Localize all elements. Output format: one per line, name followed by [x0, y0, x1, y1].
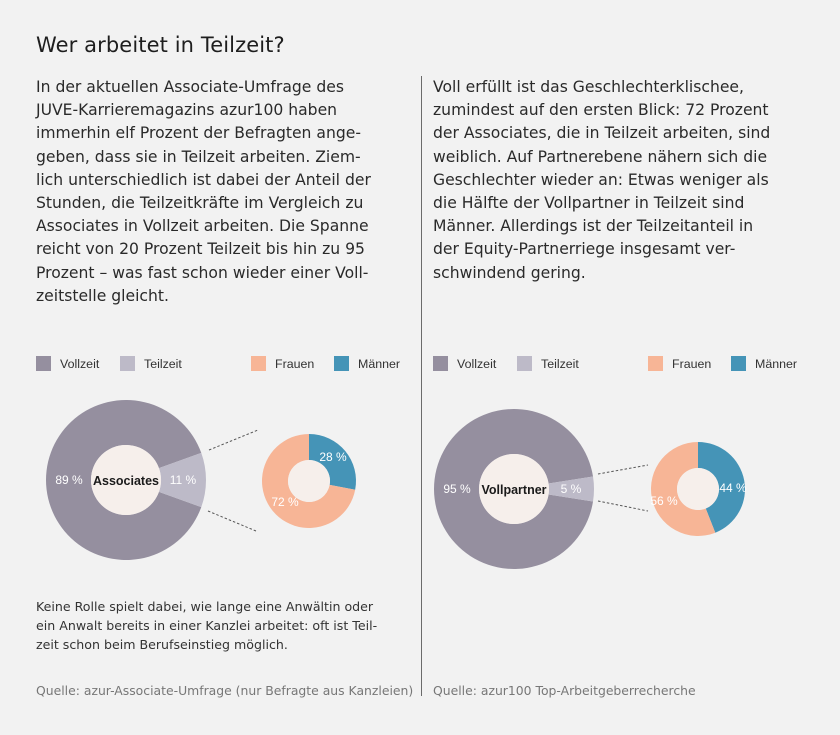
legend-swatch: [36, 356, 51, 371]
legend-swatch: [731, 356, 746, 371]
note-line: zeit schon beim Berufseinstieg möglich.: [36, 637, 288, 652]
associates-gender-slice-frauen: [262, 434, 356, 528]
legend-label: Vollzeit: [60, 356, 100, 371]
text-line: immerhin elf Prozent der Befragten ange-: [36, 124, 361, 143]
legend-swatch: [251, 356, 266, 371]
legend-swatch: [517, 356, 532, 371]
legend-swatch: [433, 356, 448, 371]
text-line: In der aktuellen Associate-Umfrage des: [36, 78, 344, 96]
text-line: zumindest auf den ersten Blick: 72 Proze…: [433, 101, 769, 120]
text-line: Prozent – was fast schon wieder einer Vo…: [36, 263, 369, 282]
text-line: geben, dass sie in Teilzeit arbeiten. Zi…: [36, 147, 361, 166]
associates-label-vollzeit: 89 %: [55, 473, 83, 487]
text-line: zeitstelle gleicht.: [36, 286, 169, 305]
vollpartner-connector-top: [597, 464, 649, 475]
legend-item-vollzeit: Vollzeit: [36, 356, 99, 371]
vollpartner-label-teilzeit: 5 %: [561, 482, 582, 496]
text-line: Associates in Vollzeit arbeiten. Die Spa…: [36, 217, 369, 236]
vollpartner-gender-label-frauen: 56 %: [650, 494, 678, 508]
legend-label: Teilzeit: [541, 356, 579, 371]
left-note: Keine Rolle spielt dabei, wie lange eine…: [36, 597, 426, 654]
legend-item-teilzeit: Teilzeit: [120, 356, 182, 371]
vollpartner-slice-teilzeit: [548, 476, 594, 502]
text-line: JUVE-Karrieremagazins azur100 haben: [36, 101, 338, 120]
legend-item-teilzeit: Teilzeit: [517, 356, 579, 371]
legend-item-maenner: Männer: [334, 356, 400, 371]
text-line: lich unterschiedlich ist dabei der Antei…: [36, 170, 371, 189]
vollpartner-slice-vollzeit: [434, 409, 594, 569]
page-title: Wer arbeitet in Teilzeit?: [36, 33, 285, 57]
associates-gender-label-frauen: 72 %: [271, 495, 299, 509]
associates-gender-donut-hole: [288, 460, 330, 502]
legend-item-vollzeit: Vollzeit: [433, 356, 496, 371]
legend-item-frauen: Frauen: [251, 356, 314, 371]
legend-swatch: [648, 356, 663, 371]
text-line: Geschlechter wieder an: Etwas weniger al…: [433, 170, 769, 189]
legend-label: Teilzeit: [144, 356, 182, 371]
vollpartner-label-vollzeit: 95 %: [443, 482, 471, 496]
associates-label-teilzeit: 11 %: [170, 473, 197, 487]
associates-connector-top: [208, 429, 259, 451]
associates-gender-label-maenner: 28 %: [319, 450, 347, 464]
legend-item-frauen: Frauen: [648, 356, 711, 371]
text-line: Voll erfüllt ist das Geschlechterklische…: [433, 78, 744, 96]
associates-slice-vollzeit: [46, 400, 202, 560]
text-line: der Associates, die in Teilzeit arbeiten…: [433, 124, 771, 143]
associates-center-label: Associates: [93, 474, 159, 488]
vollpartner-center-label: Vollpartner: [481, 483, 546, 497]
text-line: reicht von 20 Prozent Teilzeit bis hin z…: [36, 240, 365, 259]
text-line: schwindend gering.: [433, 263, 586, 282]
vollpartner-connector-bottom: [597, 500, 649, 512]
note-line: ein Anwalt bereits in einer Kanzlei arbe…: [36, 618, 378, 633]
column-divider: [421, 76, 422, 696]
legend-item-maenner: Männer: [731, 356, 797, 371]
legend-swatch: [334, 356, 349, 371]
vollpartner-gender-slice-frauen: [651, 441, 716, 536]
legend-label: Frauen: [672, 356, 712, 371]
vollpartner-gender-slice-maenner: [698, 442, 746, 533]
vollpartner-gender-donut-hole: [677, 468, 719, 510]
text-line: die Hälfte der Vollpartner in Teilzeit s…: [433, 194, 745, 213]
source-left: Quelle: azur-Associate-Umfrage (nur Befr…: [36, 683, 414, 698]
associates-gender-slice-maenner: [309, 434, 357, 490]
text-line: der Equity-Partnerriege insgesamt ver-: [433, 240, 736, 259]
associates-slice-teilzeit: [158, 452, 207, 508]
associates-donut-hole: [91, 445, 161, 515]
legend-label: Frauen: [275, 356, 315, 371]
legend-label: Männer: [755, 356, 798, 371]
associates-connector-bottom: [207, 510, 257, 532]
legend-label: Vollzeit: [457, 356, 497, 371]
source-right: Quelle: azur100 Top-Arbeitgeberrecherche: [433, 683, 696, 698]
note-line: Keine Rolle spielt dabei, wie lange eine…: [36, 599, 374, 614]
right-intro-text: Voll erfüllt ist das Geschlechterklische…: [433, 76, 823, 285]
text-line: Stunden, die Teilzeitkräfte im Vergleich…: [36, 194, 364, 213]
legend-label: Männer: [358, 356, 401, 371]
vollpartner-donut-hole: [479, 454, 549, 524]
legend-swatch: [120, 356, 135, 371]
left-intro-text: In der aktuellen Associate-Umfrage des J…: [36, 76, 416, 308]
text-line: Männer. Allerdings ist der Teilzeitantei…: [433, 217, 754, 236]
vollpartner-gender-label-maenner: 44 %: [719, 481, 747, 495]
text-line: weiblich. Auf Partnerebene nähern sich d…: [433, 147, 768, 166]
